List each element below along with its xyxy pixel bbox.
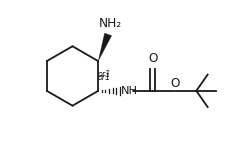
Text: NH₂: NH₂ (98, 17, 122, 30)
Text: NH: NH (121, 86, 138, 96)
Text: O: O (148, 52, 158, 65)
Text: or1: or1 (97, 70, 110, 79)
Text: or1: or1 (97, 73, 110, 82)
Text: O: O (170, 77, 180, 90)
Polygon shape (98, 33, 112, 61)
